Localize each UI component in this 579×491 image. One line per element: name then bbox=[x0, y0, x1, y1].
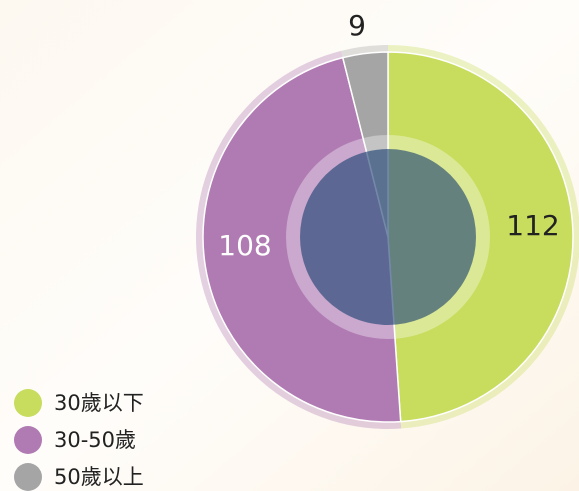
legend-label: 30-50歲 bbox=[54, 428, 136, 452]
legend-swatch bbox=[14, 426, 42, 454]
slice bbox=[387, 51, 574, 423]
data-label: 108 bbox=[218, 229, 271, 262]
data-label: 112 bbox=[506, 209, 559, 242]
data-label: 9 bbox=[348, 9, 366, 42]
legend-label: 50歲以上 bbox=[54, 465, 144, 489]
inner-core bbox=[300, 149, 476, 325]
legend-swatch bbox=[14, 389, 42, 417]
legend-label: 30歲以下 bbox=[54, 391, 144, 415]
legend-swatch bbox=[14, 463, 42, 491]
